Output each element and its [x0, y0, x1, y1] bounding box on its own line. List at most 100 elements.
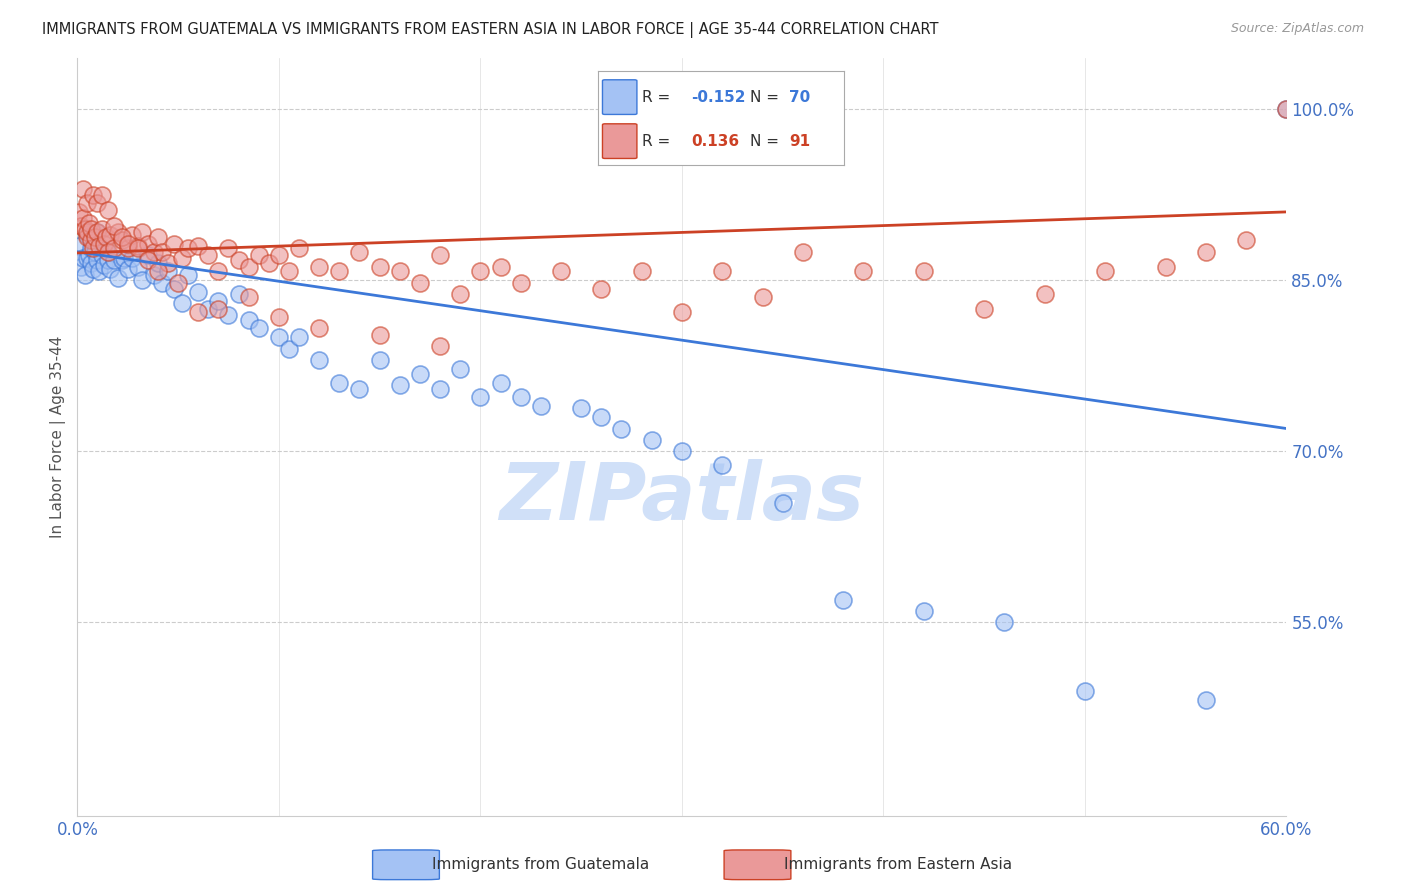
Point: [550, 264, 572, 278]
Point: [142, 244, 165, 259]
Text: 70: 70: [790, 89, 811, 104]
Point: [388, 378, 411, 392]
Point: [157, 256, 180, 270]
Point: [187, 239, 209, 253]
Point: [72, 251, 94, 265]
Point: [86, 226, 108, 240]
Point: [751, 290, 773, 304]
Point: [671, 305, 693, 319]
Point: [1275, 103, 1298, 117]
Point: [308, 353, 330, 368]
Point: [96, 244, 118, 259]
Point: [792, 244, 814, 259]
Point: [1234, 234, 1257, 248]
Point: [509, 390, 531, 404]
Point: [117, 241, 139, 255]
Point: [328, 264, 350, 278]
Point: [1195, 244, 1218, 259]
Point: [671, 444, 693, 458]
Point: [76, 227, 98, 242]
Point: [98, 261, 121, 276]
Point: [82, 261, 104, 276]
Point: [267, 248, 290, 262]
Point: [86, 195, 108, 210]
Point: [449, 287, 471, 301]
Point: [993, 615, 1015, 630]
Point: [409, 367, 432, 381]
Point: [207, 301, 229, 316]
Point: [368, 328, 391, 343]
Point: [98, 227, 121, 242]
Point: [218, 308, 240, 322]
Point: [94, 243, 117, 257]
Point: [228, 252, 250, 267]
Point: [247, 321, 270, 335]
Point: [111, 252, 134, 267]
Point: [1275, 103, 1298, 117]
Point: [328, 376, 350, 390]
Point: [973, 301, 995, 316]
Point: [94, 230, 117, 244]
Point: [772, 495, 794, 509]
Point: [150, 276, 173, 290]
Point: [349, 382, 371, 396]
Point: [167, 276, 190, 290]
Point: [429, 248, 451, 262]
Point: [409, 276, 432, 290]
Point: [388, 264, 411, 278]
Point: [1195, 693, 1218, 707]
Point: [641, 433, 664, 447]
Point: [131, 273, 153, 287]
Point: [82, 241, 104, 255]
Point: [86, 252, 108, 267]
Point: [278, 342, 301, 356]
Point: [1154, 260, 1177, 274]
Point: [117, 261, 139, 276]
Point: [136, 252, 159, 267]
Point: [90, 222, 112, 236]
Point: [238, 290, 260, 304]
Point: [80, 234, 103, 248]
Text: R =: R =: [641, 89, 671, 104]
Point: [96, 252, 118, 267]
Point: [187, 305, 209, 319]
Text: Immigrants from Eastern Asia: Immigrants from Eastern Asia: [785, 857, 1012, 872]
Point: [912, 604, 935, 618]
Point: [86, 226, 108, 240]
Point: [89, 264, 111, 278]
Point: [207, 264, 229, 278]
Point: [127, 260, 149, 274]
Point: [177, 241, 200, 255]
Point: [852, 264, 875, 278]
Point: [832, 592, 855, 607]
Point: [82, 187, 104, 202]
Text: N =: N =: [751, 89, 779, 104]
FancyBboxPatch shape: [724, 850, 790, 880]
Point: [79, 216, 101, 230]
Point: [80, 222, 103, 236]
Point: [79, 248, 101, 262]
Point: [146, 264, 169, 278]
Point: [93, 236, 115, 251]
Point: [121, 251, 143, 265]
Text: N =: N =: [751, 134, 779, 149]
Point: [228, 287, 250, 301]
Point: [163, 236, 186, 251]
Point: [308, 321, 330, 335]
Point: [429, 382, 451, 396]
Point: [368, 353, 391, 368]
Point: [76, 251, 98, 265]
Text: ZIPatlas: ZIPatlas: [499, 458, 865, 537]
Point: [150, 244, 173, 259]
Point: [172, 251, 194, 265]
Point: [267, 330, 290, 344]
Point: [197, 248, 219, 262]
Point: [93, 259, 115, 273]
Point: [90, 248, 112, 262]
Point: [177, 268, 200, 282]
Point: [75, 222, 97, 236]
Point: [142, 268, 165, 282]
FancyBboxPatch shape: [603, 124, 637, 159]
Point: [127, 239, 149, 253]
Point: [912, 264, 935, 278]
